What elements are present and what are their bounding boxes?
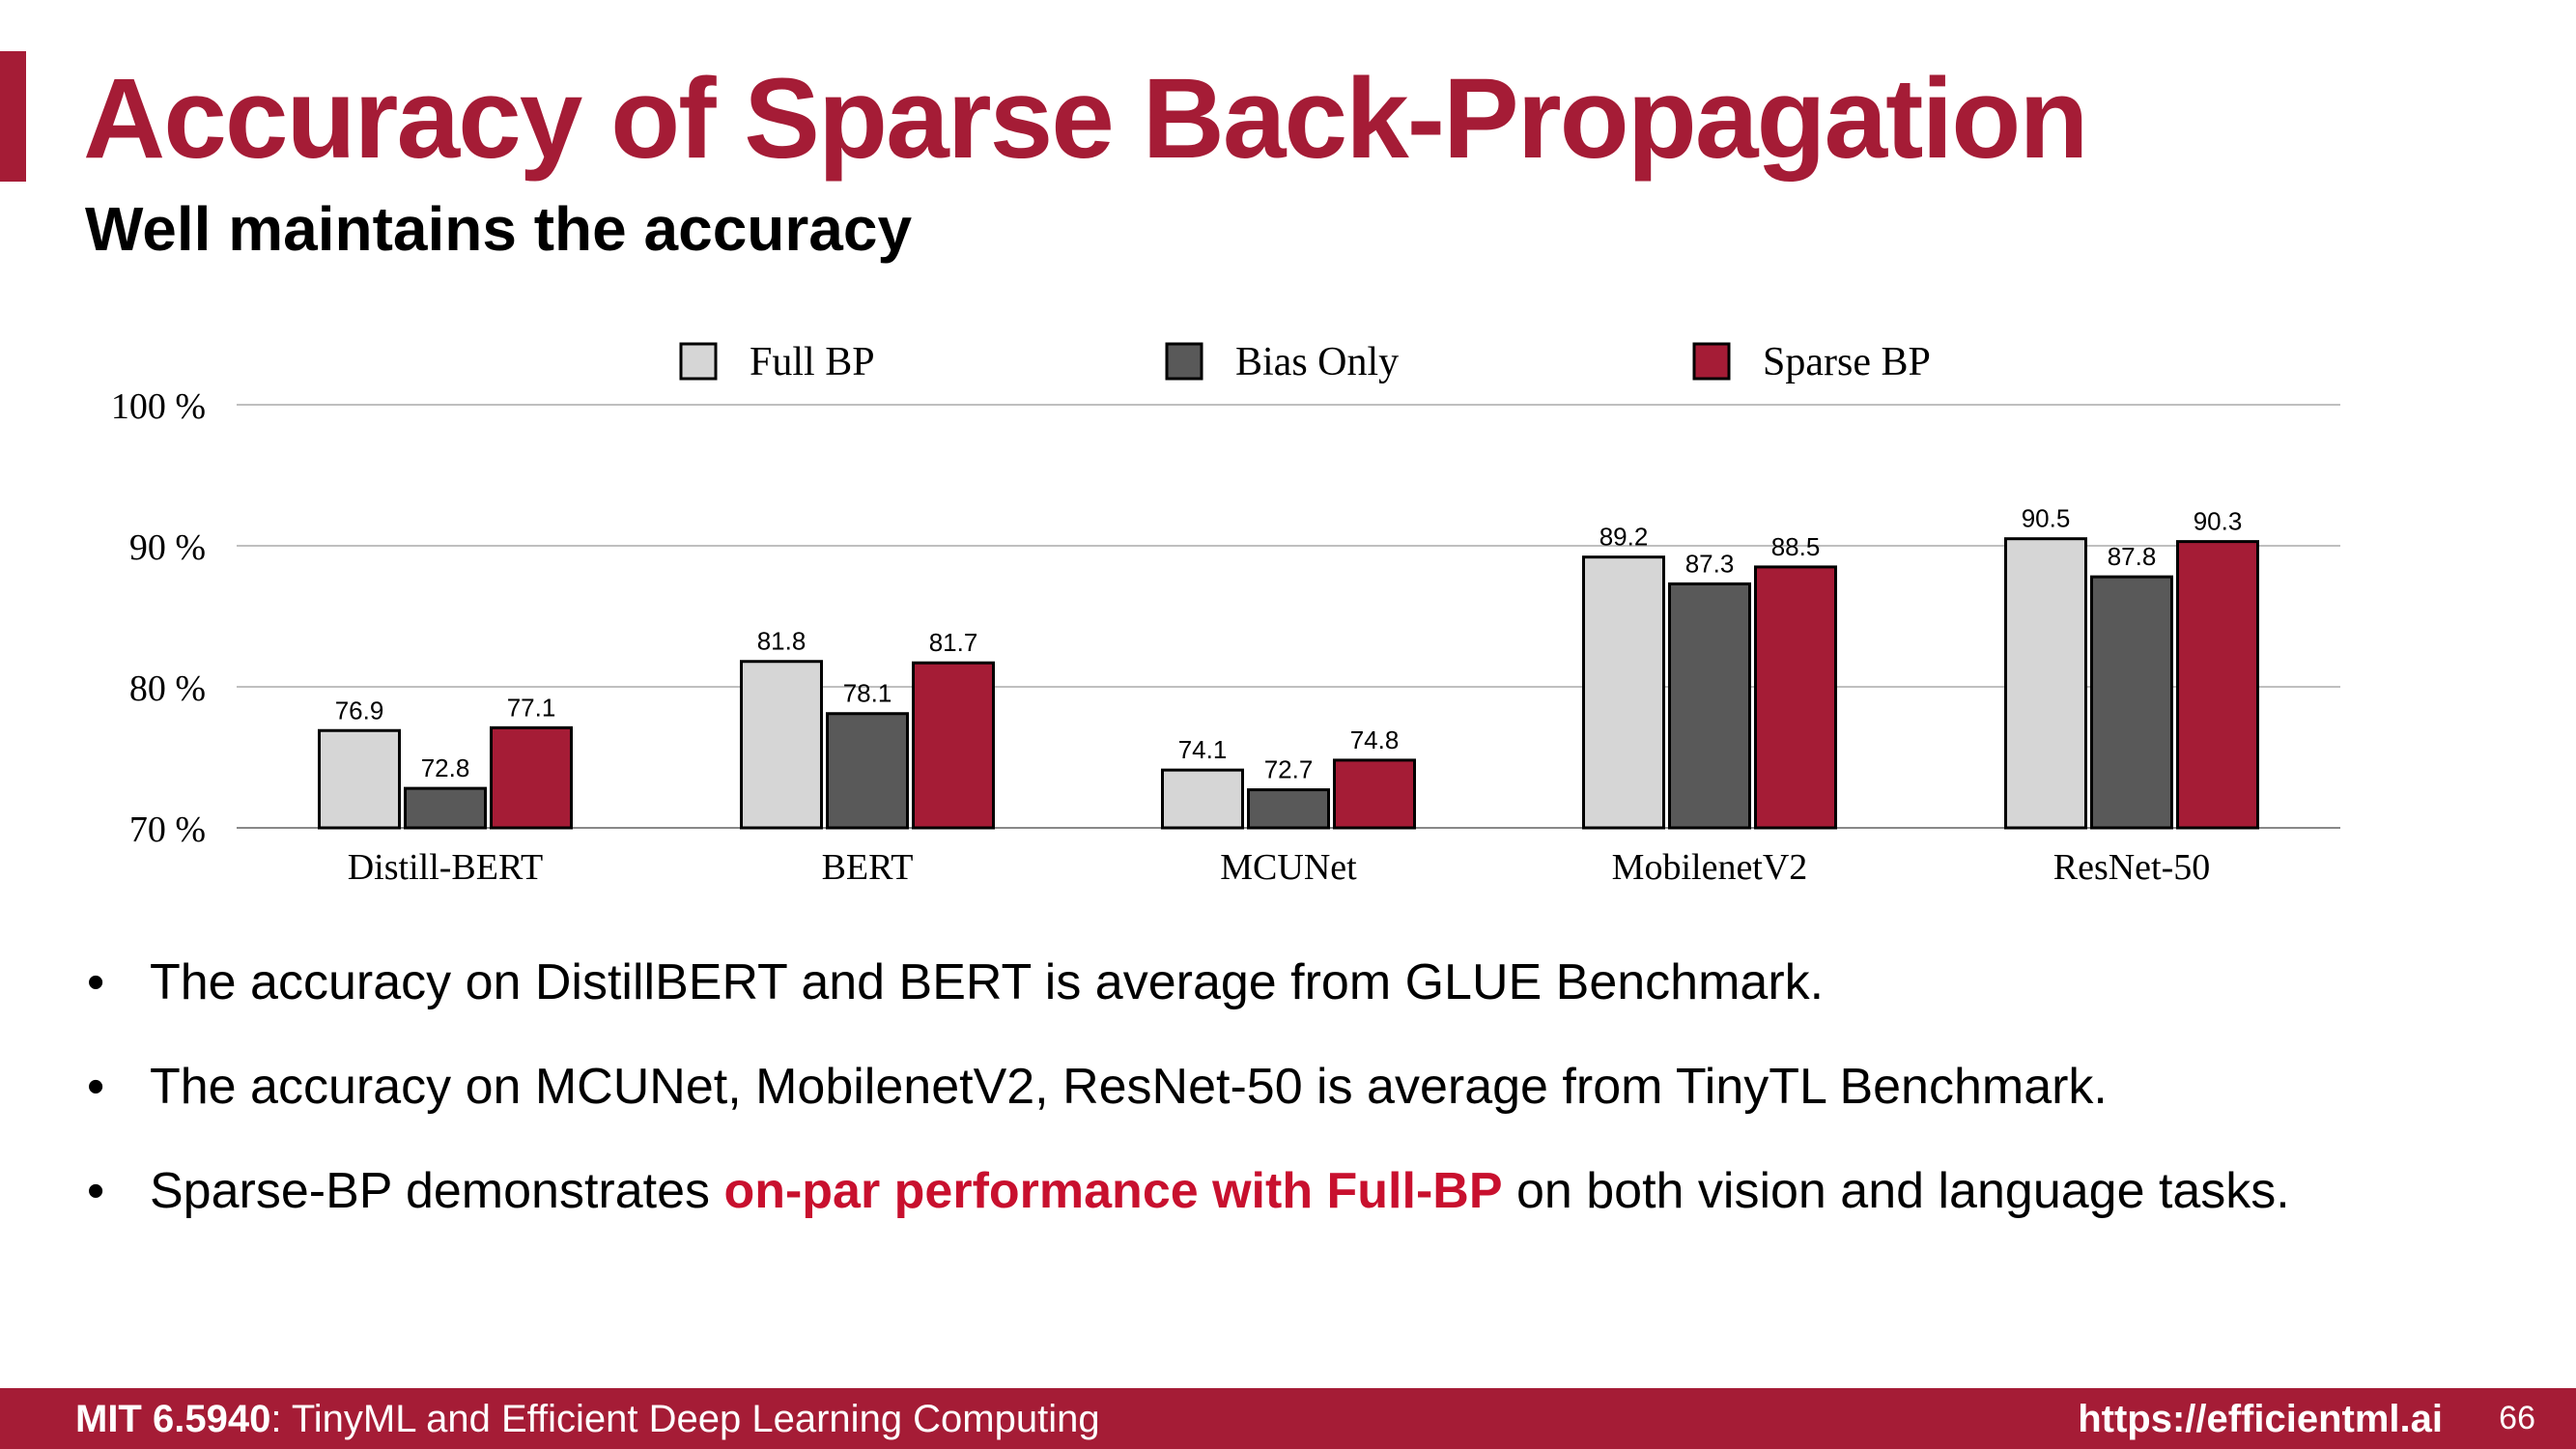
y-tick-label: 80 %	[129, 668, 206, 709]
footer-page-number: 66	[2499, 1400, 2535, 1436]
bar-value-label: 74.1	[1178, 735, 1228, 764]
bar-value-label: 90.5	[2022, 504, 2071, 533]
bullet-dot-icon: •	[87, 1163, 105, 1219]
bullet-list: • The accuracy on DistillBERT and BERT i…	[87, 953, 2290, 1266]
bar	[404, 786, 487, 830]
bar	[2090, 575, 2173, 830]
bar	[2004, 537, 2087, 830]
bullet-dot-icon: •	[87, 1059, 105, 1115]
bar-value-label: 88.5	[1771, 532, 1821, 561]
legend-swatch	[1165, 342, 1203, 381]
footer-course-name: : TinyML and Efficient Deep Learning Com…	[270, 1398, 1100, 1440]
bullet-item-tinytl: • The accuracy on MCUNet, MobilenetV2, R…	[87, 1058, 2290, 1116]
bullet-text: The accuracy on DistillBERT and BERT is …	[150, 954, 1825, 1010]
slide-title: Accuracy of Sparse Back-Propagation	[83, 55, 2088, 183]
bar	[1582, 555, 1665, 830]
bar-value-label: 89.2	[1599, 523, 1649, 552]
bar-value-label: 87.3	[1685, 549, 1735, 578]
bar-value-label: 81.8	[757, 627, 807, 656]
bar-value-label: 87.8	[2108, 542, 2157, 571]
bullet-highlight: on-par performance with Full-BP	[723, 1163, 1503, 1219]
bar-value-label: 74.8	[1350, 725, 1400, 754]
bar	[1333, 758, 1416, 830]
legend-label: Full BP	[750, 340, 875, 384]
bar	[1668, 582, 1751, 830]
x-tick-label: ResNet-50	[2053, 847, 2211, 888]
x-tick-label: MobilenetV2	[1612, 847, 1808, 888]
bullet-text: The accuracy on MCUNet, MobilenetV2, Res…	[150, 1059, 2108, 1115]
legend-label: Bias Only	[1235, 340, 1399, 384]
bar-value-label: 78.1	[843, 679, 892, 708]
bullet-text-after: on both vision and language tasks.	[1502, 1163, 2290, 1219]
bullet-text-before: Sparse-BP demonstrates	[150, 1163, 724, 1219]
accuracy-bar-chart: 70 % 80 % 90 % 100 % 76.9 72.8 77.1 Distill-BER…	[111, 340, 2340, 888]
footer-course-code: MIT 6.5940	[75, 1398, 271, 1440]
slide-subtitle: Well maintains the accuracy	[85, 194, 913, 264]
y-tick-label: 70 %	[129, 810, 206, 850]
bar	[1754, 565, 1837, 830]
bar	[826, 712, 909, 830]
bar	[740, 660, 823, 830]
y-tick-label: 100 %	[111, 386, 206, 427]
bullet-dot-icon: •	[87, 954, 105, 1010]
legend-swatch	[1692, 342, 1731, 381]
bar-value-label: 76.9	[335, 696, 384, 724]
legend-label: Sparse BP	[1763, 340, 1931, 384]
bar	[318, 728, 401, 830]
footer-bar: MIT 6.5940: TinyML and Efficient Deep Le…	[0, 1388, 2576, 1449]
bar	[1247, 788, 1330, 830]
bar	[1161, 768, 1244, 830]
bar	[490, 725, 573, 830]
x-tick-label: MCUNet	[1220, 847, 1357, 888]
legend-swatch	[679, 342, 718, 381]
x-tick-label: BERT	[822, 847, 914, 888]
bar	[2176, 540, 2259, 830]
bullet-item-conclusion: • Sparse-BP demonstrates on-par performa…	[87, 1162, 2290, 1220]
bar	[912, 661, 995, 830]
y-tick-label: 90 %	[129, 527, 206, 568]
footer-url-link[interactable]: https://efficientml.ai	[2078, 1398, 2443, 1440]
x-tick-label: Distill-BERT	[348, 847, 544, 888]
bar-value-label: 72.8	[421, 753, 470, 782]
bar-value-label: 77.1	[507, 693, 556, 722]
bullet-item-glue: • The accuracy on DistillBERT and BERT i…	[87, 953, 2290, 1011]
title-accent-bar	[0, 51, 26, 182]
bar-value-label: 81.7	[929, 628, 978, 657]
footer-course: MIT 6.5940: TinyML and Efficient Deep Le…	[75, 1398, 1100, 1441]
bar-value-label: 90.3	[2194, 507, 2243, 536]
bar-value-label: 72.7	[1264, 755, 1314, 784]
